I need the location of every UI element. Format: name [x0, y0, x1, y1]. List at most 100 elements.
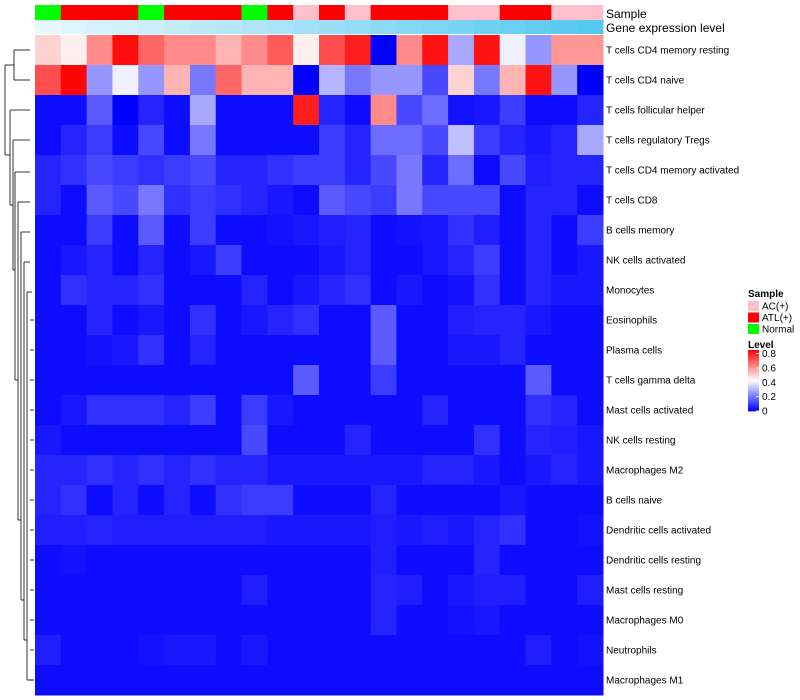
- heatmap-cell: [189, 245, 217, 276]
- heatmap-cell: [267, 545, 294, 576]
- heatmap-cell: [215, 245, 243, 276]
- heatmap-cell: [164, 365, 191, 396]
- heatmap-cell: [344, 605, 372, 636]
- heatmap-cell: [551, 485, 578, 516]
- heatmap-cell: [551, 35, 578, 66]
- row-label: Macrophages M0: [606, 616, 684, 627]
- heatmap-cell: [525, 395, 552, 426]
- level-legend-gradient-step: [748, 383, 759, 386]
- heatmap-cell: [164, 95, 191, 126]
- heatmap-cell: [60, 65, 88, 96]
- level-legend-gradient-step: [748, 404, 759, 407]
- heatmap-cell: [164, 635, 191, 666]
- sample-annotation-cell: [189, 5, 217, 20]
- heatmap-cell: [60, 425, 88, 456]
- heatmap-cell: [396, 635, 423, 666]
- heatmap-cell: [396, 215, 423, 246]
- heatmap-cell: [396, 335, 423, 366]
- heatmap-cell: [319, 305, 346, 336]
- expression-annotation-cell: [293, 20, 320, 34]
- heatmap-cell: [525, 275, 552, 306]
- heatmap-cell: [35, 485, 62, 516]
- heatmap-cell: [422, 95, 449, 126]
- heatmap-cell: [215, 665, 243, 696]
- heatmap-cell: [422, 605, 449, 636]
- heatmap-cell: [164, 575, 191, 606]
- heatmap-cell: [396, 65, 423, 96]
- heatmap-cell: [499, 545, 527, 576]
- heatmap-cell: [448, 65, 475, 96]
- heatmap-cell: [189, 545, 217, 576]
- heatmap-cell: [344, 365, 372, 396]
- heatmap-cell: [473, 65, 501, 96]
- heatmap-cell: [396, 245, 423, 276]
- level-legend-tick-label: 0.4: [762, 378, 776, 389]
- heatmap-cell: [422, 515, 449, 546]
- heatmap-cell: [319, 245, 346, 276]
- heatmap-cell: [164, 305, 191, 336]
- heatmap-cell: [189, 155, 217, 186]
- heatmap-cell: [525, 95, 552, 126]
- sample-annotation-cell: [577, 5, 604, 20]
- heatmap-cell: [577, 185, 604, 216]
- heatmap-cell: [86, 35, 113, 66]
- heatmap-cell: [267, 215, 294, 246]
- heatmap-cell: [499, 575, 527, 606]
- heatmap-cell: [215, 155, 243, 186]
- heatmap-cell: [525, 575, 552, 606]
- heatmap-cell: [112, 635, 139, 666]
- heatmap-cell: [577, 665, 604, 696]
- heatmap-cell: [577, 545, 604, 576]
- heatmap-cell: [138, 425, 165, 456]
- heatmap-cell: [473, 515, 501, 546]
- heatmap-cell: [577, 485, 604, 516]
- heatmap-cell: [189, 605, 217, 636]
- heatmap-cell: [189, 575, 217, 606]
- heatmap-cell: [473, 185, 501, 216]
- row-label: Monocytes: [606, 286, 654, 297]
- heatmap-cell: [499, 335, 527, 366]
- heatmap-cell: [525, 155, 552, 186]
- heatmap-cell: [344, 95, 372, 126]
- row-label: NK cells activated: [606, 256, 685, 267]
- level-legend-tick-label: 0.8: [762, 349, 776, 360]
- heatmap-cell: [525, 125, 552, 156]
- heatmap-cell: [60, 335, 88, 366]
- heatmap-cell: [35, 275, 62, 306]
- heatmap-cell: [370, 455, 397, 486]
- heatmap-cell: [35, 665, 62, 696]
- level-legend-gradient-step: [748, 371, 759, 374]
- heatmap-cell: [499, 275, 527, 306]
- heatmap-cell: [138, 605, 165, 636]
- heatmap-cell: [577, 425, 604, 456]
- heatmap-cell: [189, 305, 217, 336]
- heatmap-cell: [138, 335, 165, 366]
- heatmap-cell: [551, 335, 578, 366]
- heatmap-cell: [112, 305, 139, 336]
- heatmap-cell: [344, 545, 372, 576]
- heatmap-cell: [396, 95, 423, 126]
- heatmap-cell: [422, 545, 449, 576]
- heatmap-cell: [422, 635, 449, 666]
- heatmap-cell: [525, 185, 552, 216]
- expression-annotation-cell: [35, 20, 62, 34]
- heatmap-cell: [422, 155, 449, 186]
- expression-annotation-cell: [267, 20, 294, 34]
- heatmap-cell: [319, 275, 346, 306]
- sample-legend-swatch: [748, 301, 759, 311]
- heatmap-cell: [319, 95, 346, 126]
- expression-annotation-cell: [86, 20, 113, 34]
- heatmap-cell: [35, 605, 62, 636]
- sample-legend-swatch: [748, 312, 759, 323]
- heatmap-cell: [344, 455, 372, 486]
- heatmap-cell: [112, 365, 139, 396]
- expression-annotation-cell: [215, 20, 243, 34]
- heatmap-cell: [319, 485, 346, 516]
- heatmap-cell: [499, 185, 527, 216]
- heatmap-cell: [551, 215, 578, 246]
- heatmap-cell: [525, 35, 552, 66]
- heatmap-cell: [241, 335, 268, 366]
- heatmap-cell: [370, 215, 397, 246]
- level-legend-title: Level: [748, 340, 774, 351]
- heatmap-cell: [319, 665, 346, 696]
